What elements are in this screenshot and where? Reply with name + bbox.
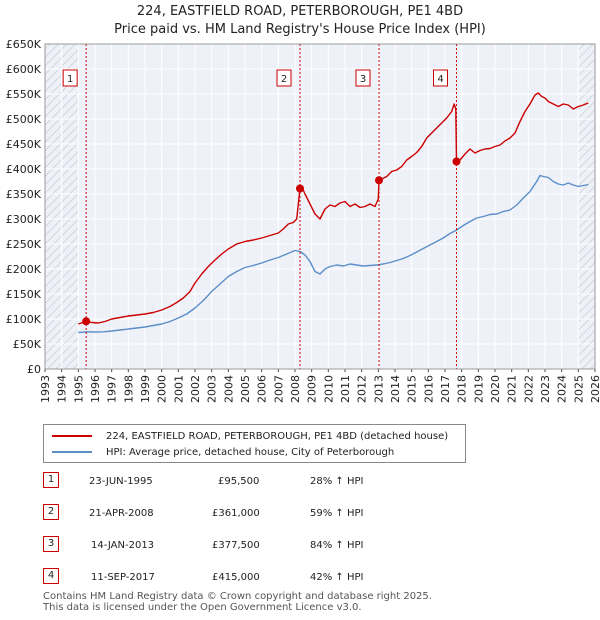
- sale-badge: 3: [43, 536, 59, 552]
- x-tick-label: 2009: [306, 375, 319, 403]
- footer: Contains HM Land Registry data © Crown c…: [43, 591, 432, 613]
- y-tick-label: £300K: [6, 213, 42, 226]
- sale-point: [375, 176, 383, 185]
- legend-item-property: 224, EASTFIELD ROAD, PETERBOROUGH, PE1 4…: [52, 428, 448, 444]
- x-tick-label: 2017: [439, 375, 452, 403]
- sale-price: £415,000: [212, 572, 260, 583]
- y-tick-label: £350K: [6, 188, 42, 201]
- x-tick-label: 1998: [122, 375, 135, 403]
- sale-point: [82, 317, 91, 326]
- x-tick-label: 2008: [289, 375, 302, 403]
- series-line-hpi: [78, 174, 589, 334]
- x-tick-label: 1999: [139, 375, 152, 403]
- x-tick-label: 1994: [56, 375, 69, 403]
- x-tick-label: 2002: [189, 375, 202, 403]
- x-tick-label: 2025: [572, 375, 585, 403]
- legend-label-property: 224, EASTFIELD ROAD, PETERBOROUGH, PE1 4…: [106, 430, 449, 442]
- sale-badge: 2: [43, 504, 59, 520]
- x-tick-label: 2012: [356, 375, 369, 403]
- footer-licence: This data is licensed under the Open Gov…: [43, 602, 362, 613]
- y-tick-label: £250K: [6, 238, 42, 251]
- sale-row: 1 23-JUN-1995 £95,500 28% ↑ HPI: [43, 472, 443, 492]
- x-tick-label: 2020: [489, 375, 502, 403]
- x-tick-label: 2011: [339, 375, 352, 403]
- sale-marker-box: [276, 69, 292, 87]
- y-tick-label: £550K: [6, 88, 42, 101]
- x-tick-label: 2010: [322, 375, 335, 403]
- legend-label-hpi: HPI: Average price, detached house, City…: [106, 446, 395, 458]
- sale-price: £361,000: [212, 508, 260, 519]
- sale-row: 3 14-JAN-2013 £377,500 84% ↑ HPI: [43, 536, 443, 556]
- x-tick-label: 2021: [506, 375, 519, 403]
- sale-hpi: 28% ↑ HPI: [310, 476, 364, 487]
- sale-date: 14-JAN-2013: [91, 540, 155, 551]
- series-line-property: [78, 92, 589, 325]
- x-tick-label: 2006: [256, 375, 269, 403]
- x-tick-label: 2024: [556, 375, 569, 403]
- y-tick-label: £100K: [6, 313, 42, 326]
- x-tick-label: 1997: [106, 375, 119, 403]
- y-tick-label: £50K: [13, 338, 42, 351]
- sale-marker-label: 1: [67, 74, 73, 85]
- legend-item-hpi: HPI: Average price, detached house, City…: [52, 444, 394, 460]
- y-tick-label: £650K: [6, 38, 42, 51]
- sale-hpi: 42% ↑ HPI: [310, 572, 364, 583]
- y-tick-label: £150K: [6, 288, 42, 301]
- hatched-region: [578, 44, 595, 369]
- sale-badge: 1: [43, 472, 59, 488]
- x-tick-label: 2005: [239, 375, 252, 403]
- x-tick-label: 2013: [372, 375, 385, 403]
- y-tick-label: £450K: [6, 138, 42, 151]
- x-tick-label: 1993: [39, 375, 52, 403]
- x-tick-label: 2026: [589, 375, 600, 403]
- y-tick-label: £200K: [6, 263, 42, 276]
- footer-copyright: Contains HM Land Registry data © Crown c…: [43, 591, 432, 602]
- y-tick-label: £600K: [6, 63, 42, 76]
- x-tick-label: 2014: [389, 375, 402, 403]
- chart-subtitle: Price paid vs. HM Land Registry's House …: [114, 22, 486, 37]
- y-tick-label: £400K: [6, 163, 42, 176]
- sale-marker-box: [355, 69, 371, 87]
- legend-swatch-property: [52, 435, 92, 437]
- sale-date: 11-SEP-2017: [91, 572, 155, 583]
- x-tick-label: 2019: [472, 375, 485, 403]
- sale-marker-box: [433, 69, 448, 87]
- sale-marker-label: 2: [281, 74, 287, 85]
- plot-frame: [44, 43, 596, 370]
- x-tick-label: 2004: [222, 375, 235, 403]
- sale-price: £95,500: [218, 476, 260, 487]
- sale-point: [296, 184, 304, 193]
- x-tick-label: 2000: [156, 375, 169, 403]
- sale-hpi: 59% ↑ HPI: [310, 508, 364, 519]
- x-tick-label: 2022: [522, 375, 535, 403]
- x-tick-label: 1996: [89, 375, 102, 403]
- x-tick-label: 2015: [406, 375, 419, 403]
- sale-date: 21-APR-2008: [89, 508, 154, 519]
- plot-area: [45, 44, 595, 369]
- x-tick-label: 2018: [456, 375, 469, 403]
- sale-point: [452, 157, 461, 166]
- legend-swatch-hpi: [52, 451, 92, 453]
- sale-price: £377,500: [212, 540, 260, 551]
- sale-marker-label: 3: [360, 74, 366, 85]
- x-tick-label: 2003: [206, 375, 219, 403]
- sale-date: 23-JUN-1995: [89, 476, 153, 487]
- sale-row: 2 21-APR-2008 £361,000 59% ↑ HPI: [43, 504, 443, 524]
- x-tick-label: 2023: [539, 375, 552, 403]
- sale-marker-box: [62, 69, 78, 87]
- x-tick-label: 2001: [172, 375, 185, 403]
- chart-legend: 224, EASTFIELD ROAD, PETERBOROUGH, PE1 4…: [43, 424, 466, 463]
- sale-badge: 4: [43, 568, 59, 584]
- x-tick-label: 2016: [422, 375, 435, 403]
- x-tick-label: 2007: [272, 375, 285, 403]
- chart-title: 224, EASTFIELD ROAD, PETERBOROUGH, PE1 4…: [136, 4, 464, 19]
- x-tick-label: 1995: [72, 375, 85, 403]
- sale-marker-label: 4: [437, 74, 443, 85]
- price-chart: 1 2 3 4 £0 £50K £100K £150K £200K £250K £300K £350…: [6, 38, 600, 403]
- sale-hpi: 84% ↑ HPI: [310, 540, 364, 551]
- y-tick-label: £500K: [6, 113, 42, 126]
- y-tick-label: £0: [27, 363, 41, 376]
- sale-row: 4 11-SEP-2017 £415,000 42% ↑ HPI: [43, 568, 443, 588]
